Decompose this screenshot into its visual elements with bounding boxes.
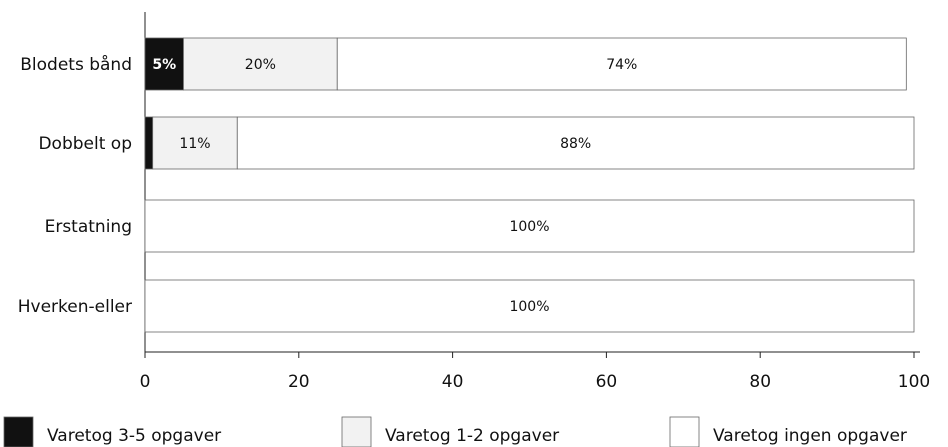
category-label-dobbelt-op: Dobbelt op [38, 134, 132, 154]
bar-dobbelt-op-varetog-3-5-opgaver [144, 116, 154, 170]
bar-dobbelt-op-varetog-1-2-opgaver [152, 116, 238, 170]
data-label-hverken-eller-varetog-ingen-opgaver: 100% [509, 299, 549, 315]
bar-hverken-eller-varetog-ingen-opgaver [144, 279, 915, 333]
data-label-dobbelt-op-varetog-1-2-opgaver: 11% [179, 136, 210, 152]
x-tick-label-0: 0 [140, 372, 151, 392]
category-labels: Blodets bånd Dobbelt op Erstatning Hverken-… [18, 54, 132, 317]
x-tick-label-100: 100 [898, 372, 930, 392]
bar-blodets-b-nd-varetog-1-2-opgaver [183, 37, 338, 91]
data-label-blodets-b-nd-varetog-3-5-opgaver: 5% [152, 57, 176, 73]
bar-blodets-b-nd-varetog-ingen-opgaver [336, 37, 907, 91]
legend-label-varetog-3-5-opgaver: Varetog 3-5 opgaver [47, 426, 221, 446]
x-tick-label-40: 40 [442, 372, 464, 392]
bars: 5% 20% 74% 11% 88% 100% 100% [144, 37, 915, 333]
legend-swatch-varetog-ingen-opgaver [669, 416, 700, 447]
category-label-erstatning: Erstatning [45, 217, 132, 237]
data-label-dobbelt-op-varetog-ingen-opgaver: 88% [560, 136, 591, 152]
data-label-blodets-b-nd-varetog-1-2-opgaver: 20% [245, 57, 276, 73]
x-tick-label-80: 80 [749, 372, 771, 392]
legend-label-varetog-ingen-opgaver: Varetog ingen opgaver [713, 426, 907, 446]
legend-swatch-varetog-3-5-opgaver [3, 416, 34, 447]
data-label-erstatning-varetog-ingen-opgaver: 100% [509, 219, 549, 235]
legend: Varetog 3-5 opgaver Varetog 1-2 opgaver Va… [3, 416, 907, 447]
legend-label-varetog-1-2-opgaver: Varetog 1-2 opgaver [385, 426, 559, 446]
bar-blodets-b-nd-varetog-3-5-opgaver [144, 37, 184, 91]
bar-erstatning-varetog-ingen-opgaver [144, 199, 915, 253]
x-tick-label-60: 60 [596, 372, 618, 392]
data-label-blodets-b-nd-varetog-ingen-opgaver: 74% [606, 57, 637, 73]
category-label-blodets-b-nd: Blodets bånd [20, 54, 132, 75]
bar-dobbelt-op-varetog-ingen-opgaver [236, 116, 915, 170]
x-axis-ticks: 0 20 40 60 80 100 [140, 352, 930, 392]
x-tick-label-20: 20 [288, 372, 310, 392]
legend-swatch-varetog-1-2-opgaver [341, 416, 372, 447]
category-label-hverken-eller: Hverken-eller [18, 297, 132, 317]
